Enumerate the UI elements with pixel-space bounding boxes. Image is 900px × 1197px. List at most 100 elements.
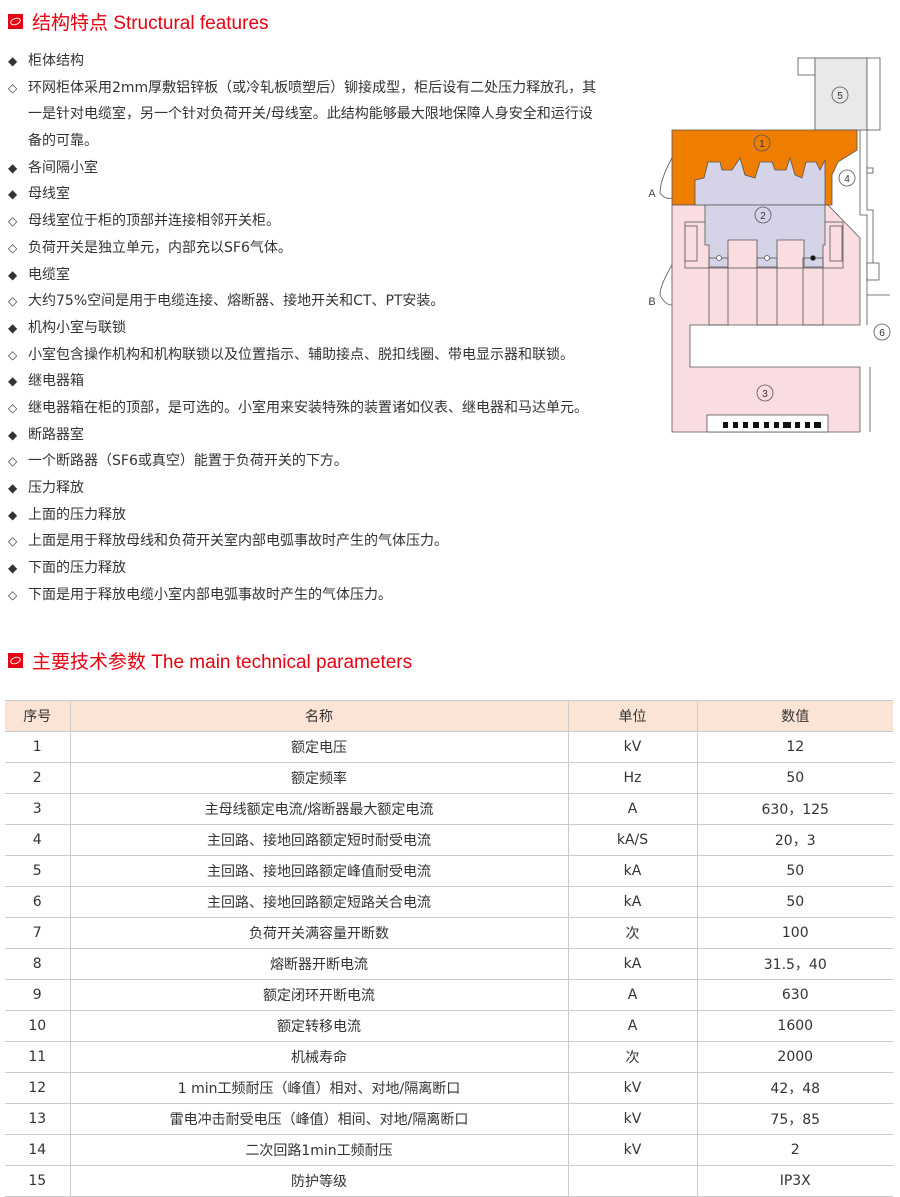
row-name: 额定闭环开断电流: [69, 979, 568, 1011]
feature-heading: ◆ 上面的压力释放: [8, 506, 638, 533]
feature-text: 柜体结构: [28, 53, 84, 69]
row-unit: kA: [567, 855, 697, 887]
row-index: 12: [5, 1072, 70, 1104]
row-value: 50: [696, 762, 893, 794]
section-title-text: 主要技术参数 The main technical parameters: [32, 652, 413, 673]
hollow-diamond-icon: ◇: [8, 400, 18, 415]
row-value: 50: [696, 855, 893, 887]
feature-item: ◇ 负荷开关是独立单元，内部充以SF6气体。: [8, 239, 638, 266]
feature-item: ◇ 继电器箱在柜的顶部，是可选的。小室用来安装特殊的装置诸如仪表、继电器和马达单元…: [8, 399, 638, 426]
row-index: 13: [5, 1103, 70, 1135]
row-value: 630，125: [696, 793, 893, 825]
filled-diamond-icon: ◆: [8, 561, 18, 576]
table-row: 14 二次回路1min工频耐压 kV 2: [5, 1134, 893, 1166]
filled-diamond-icon: ◆: [8, 507, 18, 522]
header-index: 序号: [5, 700, 70, 732]
row-name: 机械寿命: [69, 1041, 568, 1073]
table-row: 6 主回路、接地回路额定短路关合电流 kA 50: [5, 886, 893, 918]
header-value: 数值: [696, 700, 893, 732]
feature-item: 备的可靠。: [8, 132, 638, 159]
table-row: 9 额定闭环开断电流 A 630: [5, 979, 893, 1011]
row-index: 4: [5, 824, 70, 856]
feature-heading: ◆ 电缆室: [8, 266, 638, 293]
row-unit: A: [567, 979, 697, 1011]
row-name: 负荷开关满容量开断数: [69, 917, 568, 949]
feature-item: ◇ 上面是用于释放母线和负荷开关室内部电弧事故时产生的气体压力。: [8, 532, 638, 559]
hollow-diamond-icon: ◇: [8, 80, 18, 95]
section-marker-icon: [8, 653, 23, 668]
row-name: 1 min工频耐压（峰值）相对、对地/隔离断口: [69, 1072, 568, 1104]
table-row: 5 主回路、接地回路额定峰值耐受电流 kA 50: [5, 855, 893, 887]
row-unit: Hz: [567, 762, 697, 794]
row-value: 50: [696, 886, 893, 918]
row-value: 2000: [696, 1041, 893, 1073]
callout-4: 4: [844, 174, 850, 185]
feature-item: 一是针对电缆室，另一个针对负荷开关/母线室。此结构能够最大限地保障人身安全和运行…: [8, 105, 638, 132]
table-row: 1 额定电压 kV 12: [5, 731, 893, 763]
table-row: 10 额定转移电流 A 1600: [5, 1010, 893, 1042]
feature-text: 上面是用于释放母线和负荷开关室内部电弧事故时产生的气体压力。: [28, 533, 448, 550]
relay-box: [814, 57, 868, 131]
section-title-text: 结构特点 Structural features: [32, 13, 269, 34]
switchgear-cross-section-diagram: A B 1 2 3 4 5 6: [648, 57, 891, 433]
label-a: A: [648, 188, 656, 200]
table-row: 3 主母线额定电流/熔断器最大额定电流 A 630，125: [5, 793, 893, 825]
feature-text: 继电器箱: [28, 373, 84, 390]
row-unit: A: [567, 793, 697, 825]
row-value: 12: [696, 731, 893, 763]
row-name: 熔断器开断电流: [69, 948, 568, 980]
callout-1: 1: [759, 139, 765, 150]
row-name: 防护等级: [69, 1165, 568, 1197]
filled-diamond-icon: ◆: [8, 160, 18, 175]
feature-heading: ◆ 压力释放: [8, 479, 638, 506]
row-unit: kV: [567, 1103, 697, 1135]
hollow-diamond-icon: ◇: [8, 347, 18, 362]
feature-text: 下面是用于释放电缆小室内部电弧事故时产生的气体压力。: [28, 586, 392, 603]
feature-text: 继电器箱在柜的顶部，是可选的。小室用来安装特殊的装置诸如仪表、继电器和马达单元。: [28, 399, 588, 416]
row-index: 8: [5, 948, 70, 980]
hollow-diamond-icon: ◇: [8, 587, 18, 602]
table-row: 7 负荷开关满容量开断数次 100: [5, 917, 893, 949]
callout-2: 2: [760, 211, 766, 222]
header-name: 名称: [69, 700, 568, 732]
feature-text: 机构小室与联锁: [28, 319, 126, 336]
feature-text: 上面的压力释放: [28, 506, 126, 523]
hollow-diamond-icon: ◇: [8, 240, 18, 255]
table-row: 15 防护等级 IP3X: [5, 1165, 893, 1197]
feature-text: 母线室位于柜的顶部并连接相邻开关柜。: [28, 213, 280, 230]
feature-heading: ◆ 断路器室: [8, 426, 638, 453]
load-switch-top: [694, 156, 826, 206]
table-row: 4 主回路、接地回路额定短时耐受电流 kA/S 20，3: [5, 824, 893, 856]
technical-parameters-table: 序号 名称 单位 数值 1 额定电压 kV 12 2 额定频率 Hz 50 3 主母线额定电流/熔…: [5, 700, 893, 1197]
row-unit: A: [567, 1010, 697, 1042]
row-unit: kV: [567, 1134, 697, 1166]
section-marker-icon: [8, 14, 23, 29]
relay-box-tab: [797, 57, 816, 76]
row-unit: kA/S: [567, 824, 697, 856]
row-index: 6: [5, 886, 70, 918]
row-name: 主回路、接地回路额定短时耐受电流: [69, 824, 568, 856]
table-row: 12 1 min工频耐压（峰值）相对、对地/隔离断口 kV 42，48: [5, 1072, 893, 1104]
row-value: 42，48: [696, 1072, 893, 1104]
row-value: 2: [696, 1134, 893, 1166]
filled-diamond-icon: ◆: [8, 320, 18, 335]
row-name: 雷电冲击耐受电压（峰值）相间、对地/隔离断口: [69, 1103, 568, 1135]
row-index: 5: [5, 855, 70, 887]
filled-diamond-icon: ◆: [8, 481, 18, 495]
feature-item: ◇ 下面是用于释放电缆小室内部电弧事故时产生的气体压力。: [8, 586, 638, 613]
row-name: 主回路、接地回路额定峰值耐受电流: [69, 855, 568, 887]
row-value: IP3X: [696, 1165, 893, 1197]
row-value: 100: [696, 917, 893, 949]
row-value: 630: [696, 979, 893, 1011]
row-unit: [567, 1165, 697, 1197]
feature-text: 备的可靠。: [28, 133, 98, 150]
section-title-technical-parameters: 主要技术参数 The main technical parameters: [8, 647, 412, 674]
callout-5: 5: [837, 91, 843, 102]
hollow-diamond-icon: ◇: [8, 454, 18, 469]
feature-text: 母线室: [28, 186, 70, 203]
row-index: 14: [5, 1134, 70, 1166]
features-list: ◆ 柜体结构 ◇ 环网柜体采用2mm厚敷铝锌板（或冷轧板喷塑后）铆接成型，柜后设有二处…: [8, 52, 638, 612]
header-unit: 单位: [567, 700, 697, 732]
row-index: 2: [5, 762, 70, 794]
feature-text: 压力释放: [28, 480, 84, 496]
